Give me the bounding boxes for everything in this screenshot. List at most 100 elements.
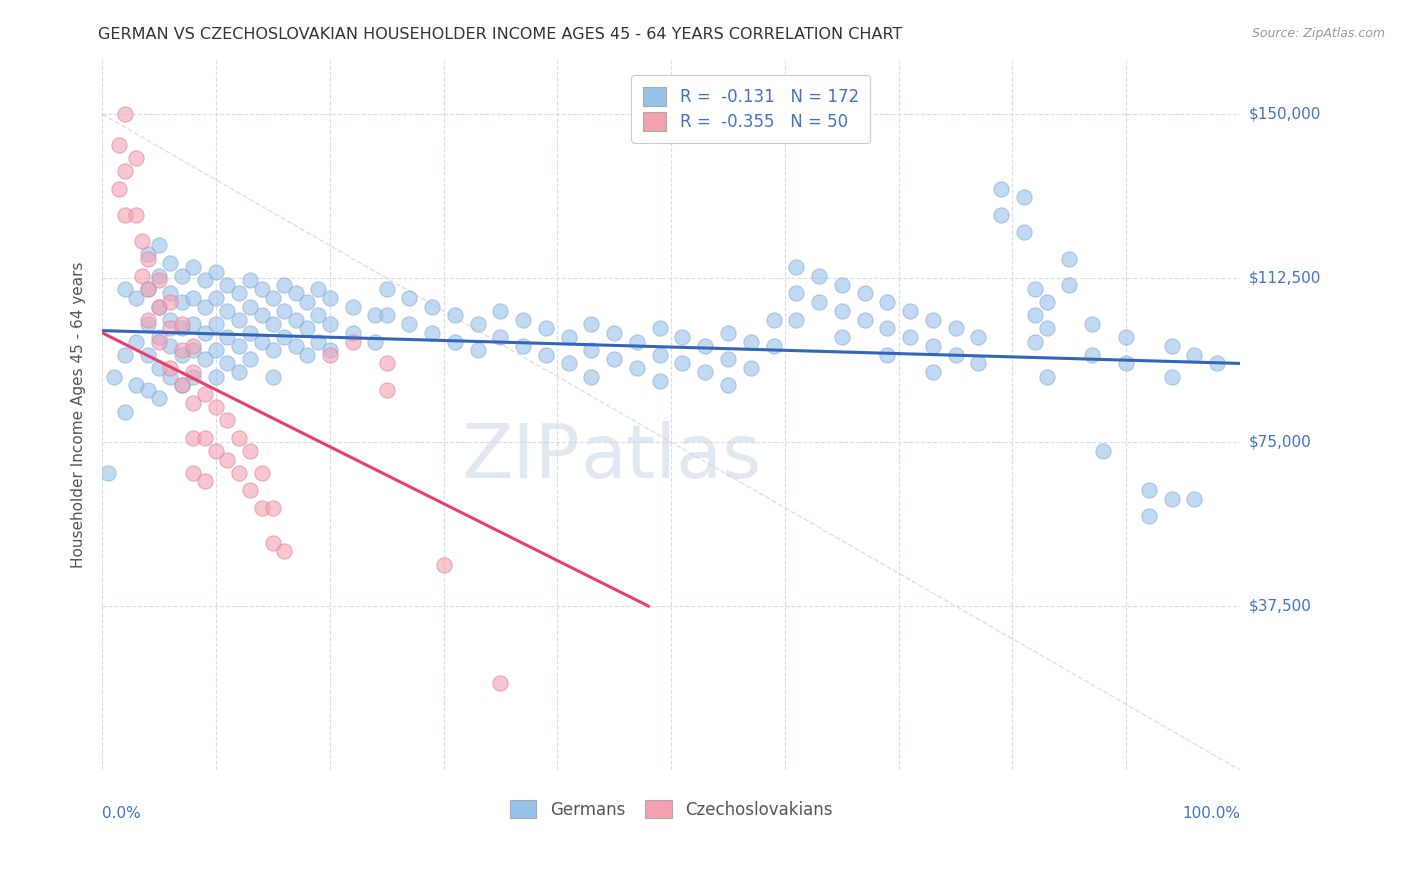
Point (148, 330, 170, 344)
Point (136, 282, 159, 296)
Point (131, 234, 153, 248)
Point (181, 466, 204, 480)
Point (398, 291, 420, 305)
Point (148, 300, 170, 314)
Point (205, 265, 228, 279)
Point (762, 339, 785, 353)
Point (181, 343, 204, 358)
Point (808, 295, 831, 310)
Point (717, 326, 740, 340)
Text: $37,500: $37,500 (1249, 599, 1312, 614)
Point (194, 431, 217, 445)
Point (114, 404, 136, 418)
Point (1160, 491, 1182, 506)
Point (148, 268, 170, 283)
Point (262, 317, 284, 331)
Point (239, 273, 262, 287)
Point (262, 535, 284, 549)
Point (307, 282, 329, 296)
Point (250, 309, 273, 323)
Point (108, 181, 131, 195)
Point (217, 330, 239, 344)
Point (159, 295, 181, 310)
Point (97, 466, 120, 480)
Point (1012, 190, 1035, 204)
Point (1024, 309, 1046, 323)
Point (148, 273, 170, 287)
Point (1059, 277, 1081, 292)
Point (136, 317, 159, 331)
Point (307, 334, 329, 349)
Point (295, 348, 318, 362)
Point (273, 330, 295, 344)
Point (1115, 330, 1137, 344)
Point (319, 317, 342, 331)
Text: 0.0%: 0.0% (103, 805, 141, 821)
Point (375, 356, 398, 370)
Point (228, 466, 250, 480)
Point (717, 378, 740, 392)
Point (1137, 509, 1160, 524)
Point (342, 326, 364, 340)
Point (262, 500, 284, 515)
Point (375, 383, 398, 397)
Point (876, 295, 898, 310)
Point (125, 291, 148, 305)
Point (740, 334, 762, 349)
Point (1137, 483, 1160, 498)
Point (557, 330, 579, 344)
Point (534, 321, 557, 335)
Point (853, 286, 876, 301)
Point (284, 339, 307, 353)
Point (194, 273, 217, 287)
Point (114, 107, 136, 121)
Text: GERMAN VS CZECHOSLOVAKIAN HOUSEHOLDER INCOME AGES 45 - 64 YEARS CORRELATION CHAR: GERMAN VS CZECHOSLOVAKIAN HOUSEHOLDER IN… (98, 27, 903, 42)
Y-axis label: Householder Income Ages 45 - 64 years: Householder Income Ages 45 - 64 years (72, 261, 86, 568)
Point (228, 365, 250, 379)
Point (250, 500, 273, 515)
Point (170, 321, 193, 335)
Text: 100.0%: 100.0% (1182, 805, 1240, 821)
Point (603, 326, 626, 340)
Point (250, 282, 273, 296)
Point (103, 369, 125, 384)
Point (467, 317, 489, 331)
Point (581, 343, 603, 358)
Point (945, 348, 967, 362)
Point (898, 330, 921, 344)
Point (1115, 356, 1137, 370)
Point (534, 348, 557, 362)
Point (695, 365, 717, 379)
Point (921, 339, 943, 353)
Point (364, 309, 387, 323)
Point (420, 300, 443, 314)
Point (990, 181, 1012, 195)
Point (284, 286, 307, 301)
Point (740, 360, 762, 375)
Point (512, 312, 534, 326)
Point (194, 387, 217, 401)
Point (467, 343, 489, 358)
Point (148, 238, 170, 252)
Text: atlas: atlas (581, 421, 761, 494)
Point (671, 356, 693, 370)
Point (159, 339, 181, 353)
Point (432, 558, 454, 572)
Point (125, 378, 148, 392)
Point (170, 348, 193, 362)
Point (239, 300, 262, 314)
Point (136, 312, 159, 326)
Point (273, 544, 295, 558)
Point (921, 312, 943, 326)
Point (444, 309, 467, 323)
Point (319, 348, 342, 362)
Point (648, 321, 671, 335)
Point (250, 334, 273, 349)
Point (626, 360, 648, 375)
Point (831, 304, 853, 318)
Point (375, 282, 398, 296)
Point (125, 208, 148, 222)
Point (1184, 348, 1206, 362)
Point (181, 431, 204, 445)
Point (1024, 334, 1046, 349)
